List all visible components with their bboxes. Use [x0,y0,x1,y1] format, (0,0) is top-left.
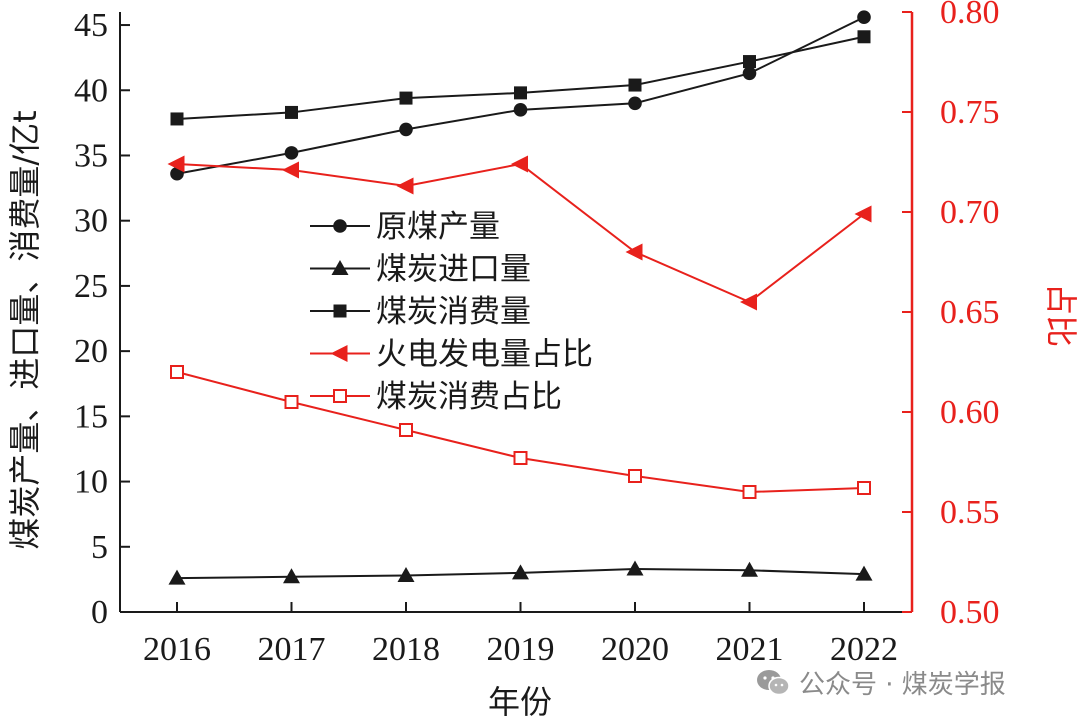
y-axis-title-right: 占比 [1042,283,1080,347]
legend-label: 煤炭进口量 [376,252,531,288]
watermark-text: 公众号 · 煤炭学报 [799,670,1006,700]
data-point [399,122,413,137]
data-point [282,161,299,179]
legend-label: 煤炭消费量 [376,294,531,330]
data-point [170,112,184,126]
series-2 [168,560,873,585]
data-point [742,66,757,81]
data-point [397,566,415,582]
data-point [399,91,413,105]
data-point [628,96,642,111]
series-5 [170,365,871,499]
data-point [399,423,413,437]
data-point [626,560,644,576]
right-tick-label: 0.70 [940,194,1000,231]
left-tick-label: 5 [91,529,108,566]
data-point [857,30,871,44]
left-tick-label: 25 [74,268,108,305]
data-point [396,177,414,195]
x-tick-label: 2019 [487,631,555,668]
right-tick-label: 0.75 [940,94,1000,131]
right-tick-label: 0.80 [940,0,1000,31]
series-4 [167,155,872,311]
left-tick-label: 20 [74,333,108,370]
legend-marker [330,345,348,362]
legend-label: 火电发电量占比 [376,337,593,373]
legend-item: 原煤产量 [310,209,500,245]
data-point [513,103,528,117]
wechat-icon [755,668,791,698]
left-tick-label: 45 [74,7,108,44]
left-tick-label: 10 [74,464,108,501]
left-tick-label: 40 [74,72,108,109]
left-tick-label: 30 [74,203,108,240]
legend-item: 煤炭消费占比 [310,379,562,415]
legend-item: 煤炭消费量 [310,294,531,330]
data-point [743,55,756,69]
data-point [168,569,186,585]
watermark: 公众号 · 煤炭学报 [755,664,1006,701]
x-tick-label: 2018 [372,631,440,668]
data-point [170,365,184,379]
legend-label: 煤炭消费占比 [376,379,562,415]
left-tick-label: 35 [74,137,108,174]
x-tick-label: 2016 [143,631,211,668]
data-point [857,10,871,25]
data-point [284,395,299,409]
series-3 [170,30,871,126]
legend-marker [333,219,347,233]
x-tick-label: 2017 [258,631,326,668]
right-tick-label: 0.55 [940,494,1000,531]
data-point [512,564,529,580]
data-point [284,146,299,160]
data-point [854,205,872,223]
data-point [740,293,757,311]
legend-marker [333,304,347,318]
data-point [741,561,758,577]
x-tick-label: 2022 [830,631,898,668]
data-point [283,568,300,584]
x-tick-label: 2020 [601,631,669,668]
data-point [855,565,873,581]
legend-item: 煤炭进口量 [310,252,531,288]
legend-marker [331,260,349,275]
data-point [167,155,185,173]
right-tick-label: 0.65 [940,294,1000,331]
data-point [742,485,757,499]
data-point [513,451,528,465]
left-tick-label: 15 [74,398,108,435]
y-axis-title-left: 煤炭产量、进口量、消费量/亿t [6,110,44,549]
x-tick-label: 2021 [716,631,784,668]
left-tick-label: 0 [91,594,108,631]
data-point [511,155,528,173]
data-point [285,105,298,119]
data-point [625,243,643,261]
legend-label: 原煤产量 [376,209,500,245]
right-tick-label: 0.50 [940,594,1000,631]
data-point [857,481,871,495]
data-point [514,86,527,100]
right-tick-label: 0.60 [940,394,1000,431]
data-point [628,78,642,92]
data-point [628,469,642,483]
legend-item: 火电发电量占比 [310,337,593,373]
legend-marker [333,389,347,403]
x-axis-title: 年份 [488,683,552,721]
